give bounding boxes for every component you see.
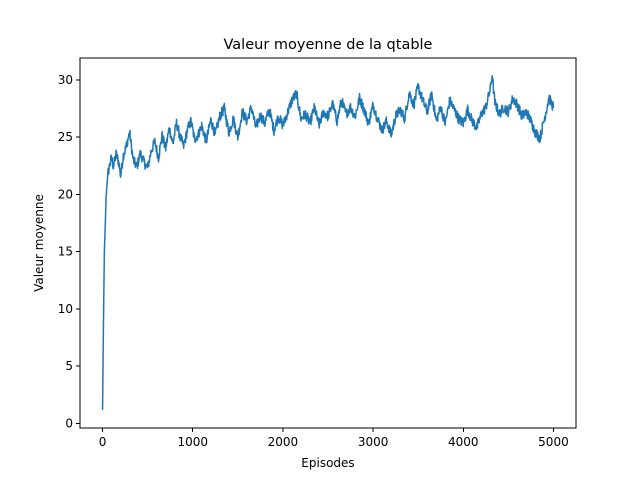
x-tick-label: 2000 xyxy=(268,435,299,449)
x-tick-label: 4000 xyxy=(448,435,479,449)
x-tick-label: 5000 xyxy=(538,435,569,449)
y-tick-label: 25 xyxy=(58,130,73,144)
x-tick-label: 1000 xyxy=(177,435,208,449)
x-tick-label: 0 xyxy=(99,435,107,449)
y-tick-label: 20 xyxy=(58,187,73,201)
y-tick-label: 15 xyxy=(58,245,73,259)
plot-area xyxy=(79,57,577,429)
x-axis-title: Episodes xyxy=(301,456,354,470)
x-axis: 0 1000 2000 3000 4000 5000 xyxy=(99,428,569,449)
y-tick-label: 10 xyxy=(58,302,73,316)
y-axis-title: Valeur moyenne xyxy=(32,194,46,292)
y-tick-label: 0 xyxy=(65,416,73,430)
y-tick-label: 5 xyxy=(65,359,73,373)
chart-title: Valeur moyenne de la qtable xyxy=(224,37,433,53)
series-layer xyxy=(101,75,555,411)
series-line xyxy=(101,75,555,411)
y-axis: 0 5 10 15 20 25 30 xyxy=(58,73,80,430)
y-tick-label: 30 xyxy=(58,73,73,87)
plot-frame xyxy=(79,57,577,429)
x-tick-label: 3000 xyxy=(358,435,389,449)
